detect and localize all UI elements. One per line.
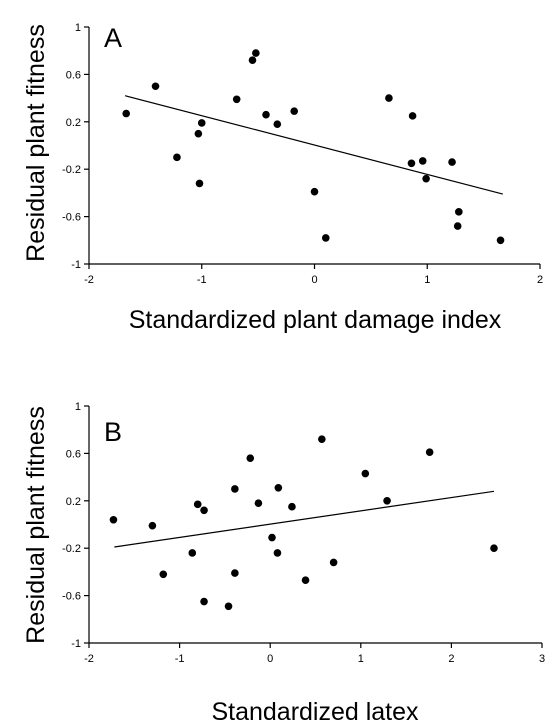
panel-a-data-point [455,208,463,216]
panel-b-x-tick-label: 3 [539,653,545,665]
panel-a-x-tick-label: 1 [424,274,430,286]
panel-a-data-point [196,180,204,188]
panel-a-data-point [233,95,241,103]
panel-a-x-tick-label: 0 [311,274,317,286]
panel-a-data-point [249,56,257,64]
panel-a-data-point [497,237,505,245]
panel-b-y-tick-label: 0.2 [66,496,81,508]
panel-a-data-point [385,94,393,102]
panel-b-data-point [274,549,282,557]
panel-b-data-point [188,549,196,557]
panel-a-data-point [409,112,417,120]
panel-b-data-point [200,506,208,514]
panel-a-trend-line [125,96,503,194]
panel-a-data-point [419,157,427,165]
panel-b-x-tick-label: -2 [84,653,94,665]
panel-b-x-tick-label: -1 [175,653,185,665]
panel-a-data-point [290,107,298,115]
panel-b-data-point [362,470,370,478]
panel-a-x-tick-label: -1 [197,274,207,286]
panel-a: A Residual plant fitness Standardized pl… [22,22,543,334]
panel-a-data-point [454,222,462,230]
panel-b-data-point [490,544,498,552]
panel-b-data-point [275,484,283,492]
panel-b-y-axis-title: Residual plant fitness [22,406,50,644]
panel-a-y-tick-label: -0.2 [62,164,81,176]
panel-b-x-axis-title: Standardized latex [211,698,419,726]
panel-a-data-point [252,49,260,57]
panel-b-data-point [149,522,157,530]
panel-b-data-point [246,454,254,462]
panel-b-plot-area: -1-0.6-0.20.20.61-2 -1 0 1 2 3 [62,401,545,665]
panel-a-x-tick-label: 2 [537,274,543,286]
panel-a-data-point [408,159,416,167]
panel-b-y-tick-label: 1 [75,401,81,413]
panel-b-data-point [231,569,239,577]
panel-a-label: A [104,23,122,53]
panel-b-trend-line [114,491,494,547]
panel-a-data-point [322,234,330,242]
panel-a-x-axis-title: Standardized plant damage index [129,306,502,334]
panel-b-data-point [194,501,202,509]
panel-a-x-tick-label: -2 [84,274,94,286]
panel-b-y-tick-label: 0.6 [66,448,81,460]
panel-a-y-tick-label: -1 [71,259,81,271]
panel-a-y-tick-label: -0.6 [62,212,81,224]
panel-b-data-point [383,497,391,505]
panel-a-data-point [173,154,181,162]
panel-a-y-tick-label: 0.6 [66,69,81,81]
panel-b-data-point [330,559,338,567]
panel-a-data-point [273,120,281,128]
panel-a-data-point [195,130,203,138]
panel-a-data-point [311,188,319,196]
panel-b-y-tick-label: -0.2 [62,543,81,555]
panel-a-plot-area: -1-0.6-0.20.20.61-2 -1 0 1 2 [62,22,543,286]
panel-b-data-point [268,534,276,542]
panel-b-data-point [200,598,208,606]
panel-b-data-point [318,435,326,443]
panel-b-y-tick-label: -1 [71,638,81,650]
panel-b: B Residual plant fitness Standardized la… [22,401,545,726]
panel-b-data-point [225,602,233,610]
panel-b-data-point [288,503,296,511]
panel-a-y-tick-label: 0.2 [66,117,81,129]
panel-a-data-point [122,110,130,118]
panel-a-data-point [448,158,456,166]
panel-b-y-tick-label: -0.6 [62,591,81,603]
panel-b-data-point [426,448,434,456]
panel-a-y-tick-label: 1 [75,22,81,34]
panel-a-data-point [262,111,270,119]
panel-b-label: B [104,417,122,447]
panel-b-data-point [255,499,263,507]
panel-b-x-tick-label: 2 [448,653,454,665]
panel-b-data-point [231,485,239,493]
panel-b-x-tick-label: 1 [358,653,364,665]
panel-b-data-point [159,570,167,578]
panel-b-data-point [302,576,310,584]
panel-b-x-tick-label: 0 [267,653,273,665]
panel-b-data-point [110,516,118,524]
panel-a-y-axis-title: Residual plant fitness [22,24,50,262]
panel-a-data-point [422,175,430,183]
panel-a-data-point [198,119,206,127]
panel-a-data-point [152,82,160,90]
